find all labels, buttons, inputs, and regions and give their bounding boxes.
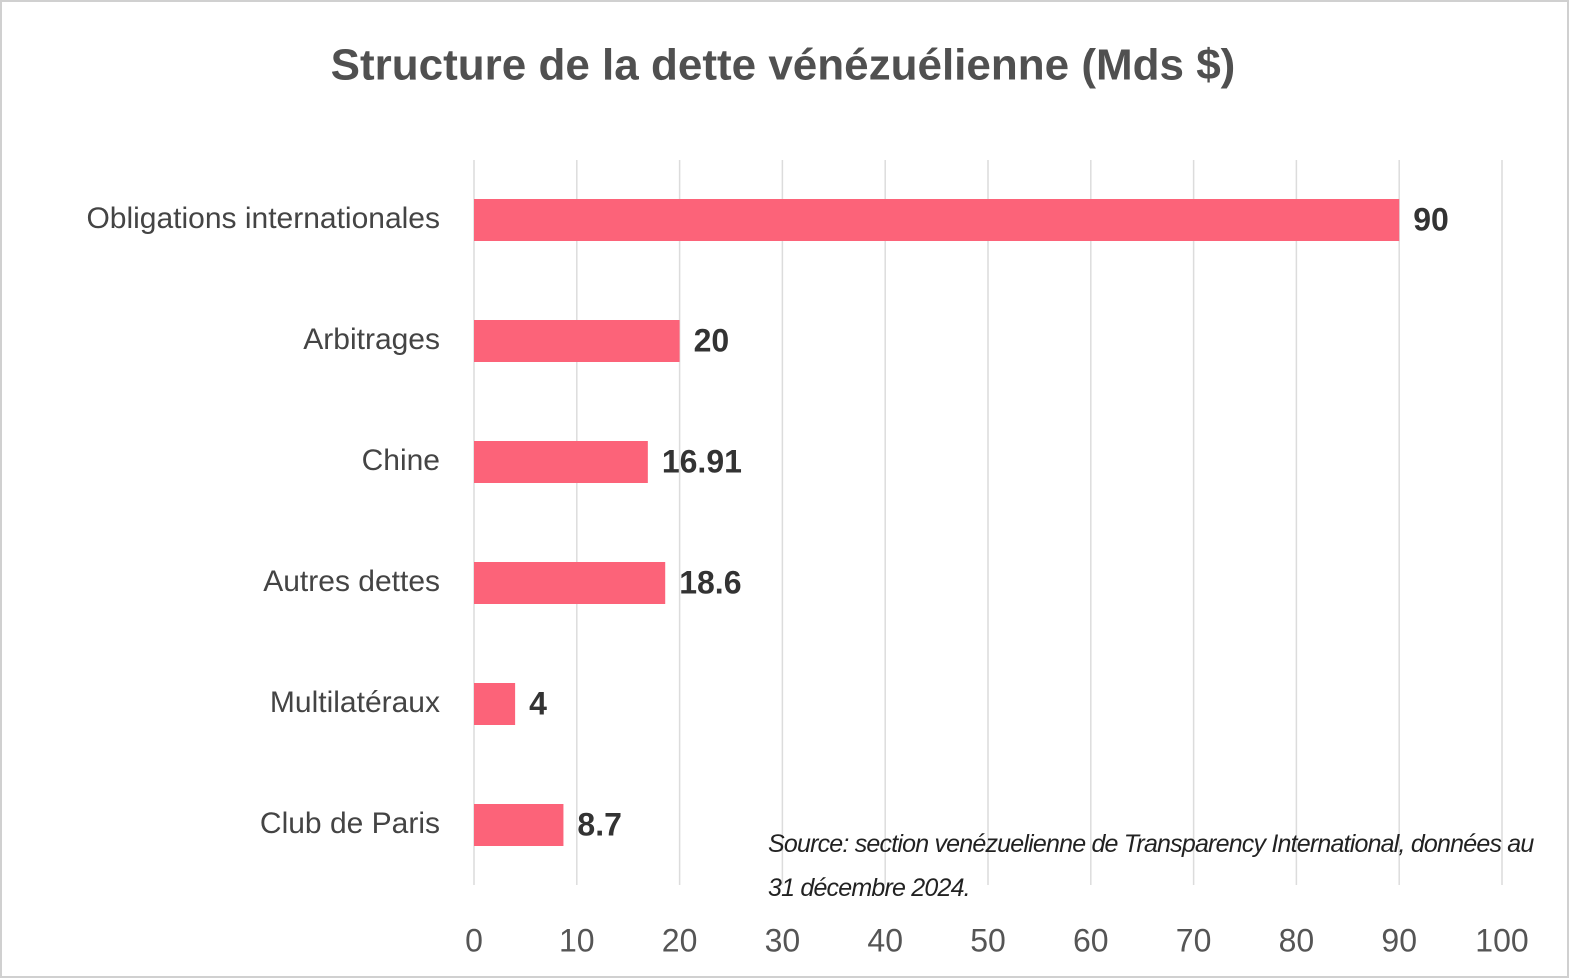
value-label: 18.6	[679, 564, 741, 600]
y-tick-label: Autres dettes	[263, 565, 440, 598]
bar	[474, 804, 564, 846]
source-note: Source: section venézuelienne de Transpa…	[768, 830, 1534, 902]
x-tick-label: 0	[465, 922, 483, 958]
y-tick-label: Arbitrages	[303, 323, 440, 356]
x-tick-label: 10	[559, 922, 595, 958]
bar	[474, 199, 1400, 241]
bar	[474, 562, 666, 604]
value-label: 16.91	[662, 443, 742, 479]
y-tick-label: Chine	[362, 444, 440, 477]
x-tick-label: 40	[867, 922, 903, 958]
y-tick-label: Club de Paris	[260, 807, 440, 840]
bar	[474, 320, 680, 362]
value-label: 90	[1413, 201, 1449, 237]
x-tick-label: 30	[765, 922, 801, 958]
x-tick-label: 20	[662, 922, 698, 958]
x-tick-label: 80	[1279, 922, 1315, 958]
x-tick-label: 100	[1475, 922, 1528, 958]
x-tick-label: 60	[1073, 922, 1109, 958]
value-label: 8.7	[577, 806, 621, 842]
chart-title: Structure de la dette vénézuélienne (Mds…	[331, 41, 1236, 90]
value-label: 20	[694, 322, 730, 358]
x-tick-label: 90	[1381, 922, 1417, 958]
y-tick-label: Multilatéraux	[270, 686, 440, 719]
bar	[474, 683, 516, 725]
x-tick-label: 50	[970, 922, 1006, 958]
x-tick-label: 70	[1176, 922, 1212, 958]
value-label: 4	[529, 685, 547, 721]
bar	[474, 441, 648, 483]
y-tick-label: Obligations internationales	[86, 202, 440, 235]
